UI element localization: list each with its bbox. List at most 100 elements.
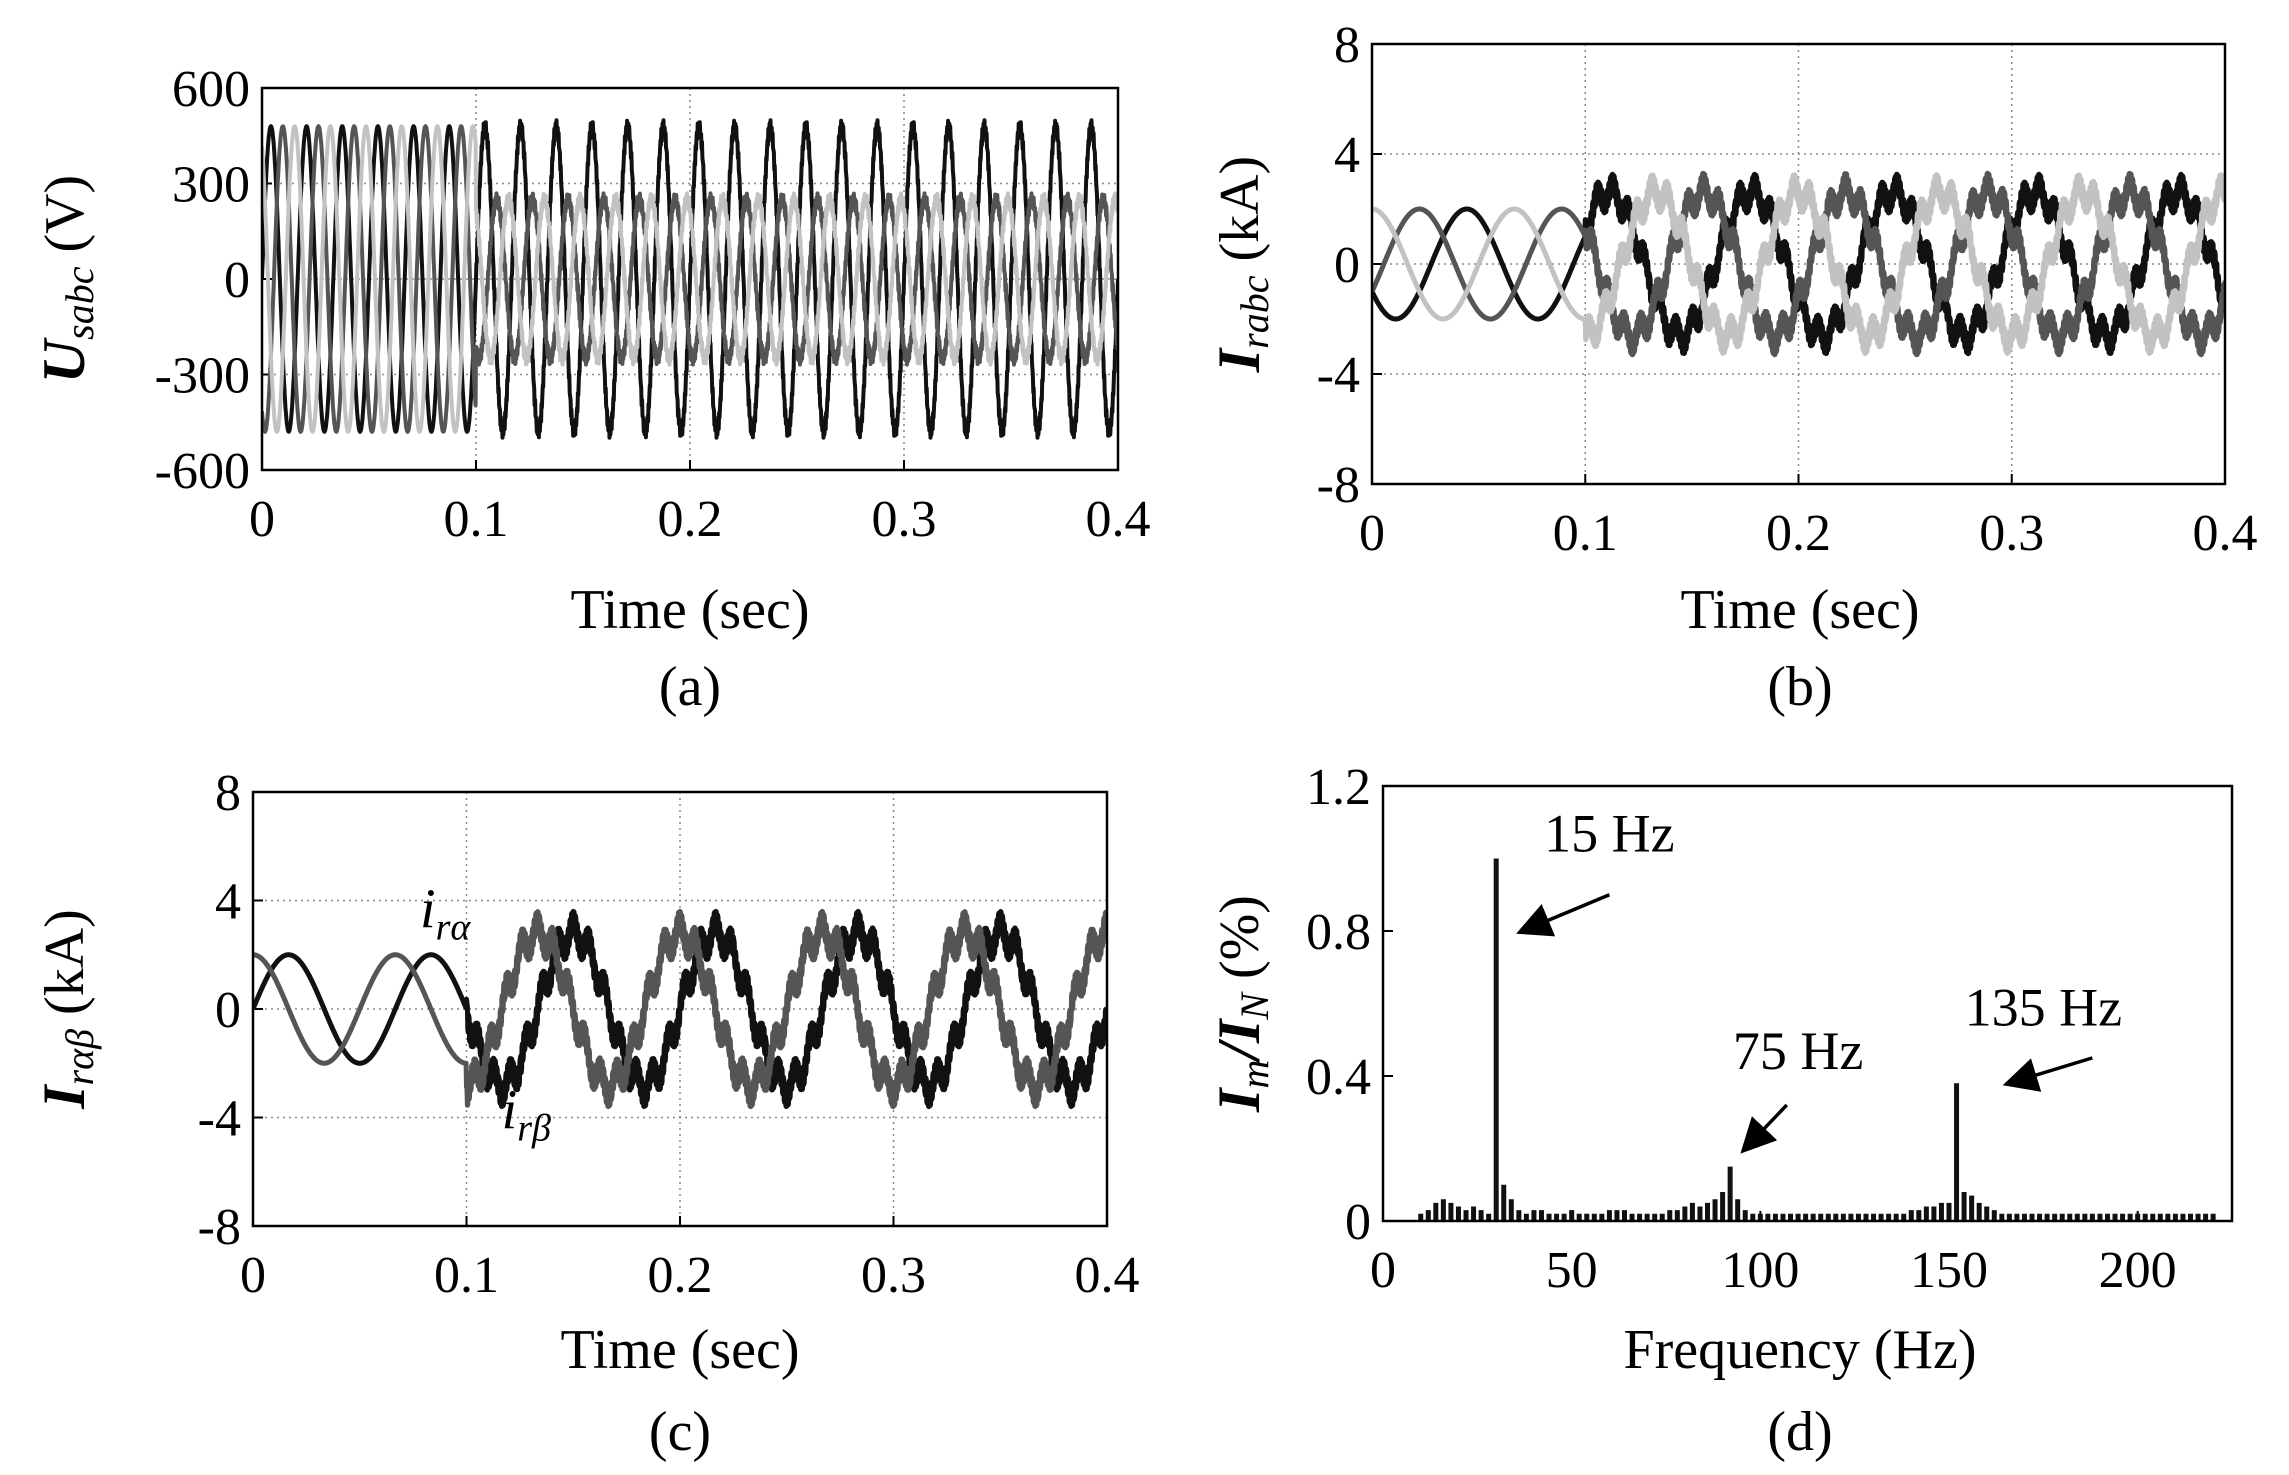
- y-tick-label: 0.8: [1306, 904, 1371, 961]
- spectrum-bar: [1961, 1192, 1967, 1221]
- x-tick-label: 0.4: [1086, 491, 1151, 548]
- spectrum-bar: [1984, 1206, 1990, 1221]
- x-tick-label: 0.2: [648, 1247, 713, 1304]
- y-tick-label: -4: [1317, 347, 1360, 404]
- series-line-phase-a: [262, 118, 1118, 440]
- series-line-2: [1372, 170, 2225, 358]
- panel-b: 0 0.1 0.2 0.3 0.4 8 4 0 -4 -8 Time (sec) (b) Irabc (…: [1206, 17, 2258, 718]
- plot-frame: [251, 790, 1109, 1228]
- spectrum-bar: [1538, 1210, 1544, 1221]
- y-tick-label: -8: [1317, 457, 1360, 514]
- spectrum-bar: [2120, 1213, 2126, 1221]
- spectrum-bar: [1546, 1213, 1552, 1221]
- spectrum-bar: [1780, 1213, 1786, 1221]
- x-tick-label: 0.2: [1766, 505, 1831, 562]
- spectrum-bar: [1938, 1202, 1944, 1221]
- spectrum-bar: [1840, 1213, 1846, 1221]
- y-tick-label: 1.2: [1306, 759, 1371, 816]
- y-axis-label: Irabc (kA): [1206, 156, 1277, 373]
- spectrum-bar: [1735, 1199, 1741, 1221]
- spectrum-bar: [2203, 1213, 2209, 1221]
- x-tick-label: 0.3: [861, 1247, 926, 1304]
- x-axis-label: Time (sec): [560, 1319, 799, 1381]
- spectrum-bar: [1908, 1210, 1914, 1221]
- x-tick-label: 0.3: [872, 491, 937, 548]
- y-tick-label: 8: [1334, 17, 1360, 74]
- spectrum-bar: [2104, 1213, 2110, 1221]
- spectrum-bar: [1674, 1210, 1680, 1221]
- plot-frame: [1370, 42, 2227, 486]
- spectrum-bar: [1765, 1213, 1771, 1221]
- x-tick-label: 0: [249, 491, 275, 548]
- spectrum-bar: [1795, 1213, 1801, 1221]
- spectrum-bar: [1712, 1199, 1718, 1221]
- peak-annotation: 15 Hz: [1544, 803, 1674, 863]
- y-tick-label: 300: [172, 157, 250, 214]
- y-tick-label: 8: [215, 765, 241, 822]
- x-tick-label: 0.3: [1979, 505, 2044, 562]
- y-tick-label: -8: [198, 1199, 241, 1256]
- y-axis-label: Irαβ (kA): [31, 909, 102, 1110]
- x-tick-label: 0: [240, 1247, 266, 1304]
- x-tick-label: 0: [1370, 1242, 1396, 1299]
- spectrum-bar: [2142, 1213, 2148, 1221]
- x-tick-label: 0.2: [658, 491, 723, 548]
- series-line-3: [1372, 172, 2225, 356]
- spectrum-bar: [1689, 1202, 1695, 1221]
- spectrum-bar: [1501, 1184, 1507, 1221]
- spectrum-bar: [1486, 1213, 1492, 1221]
- series-line-phase-b: [262, 124, 1118, 434]
- spectrum-bar: [1652, 1213, 1658, 1221]
- spectrum-bar: [1810, 1213, 1816, 1221]
- peak-annotation: 135 Hz: [1965, 977, 2122, 1037]
- panel-c: 0 0.1 0.2 0.3 0.4 8 4 0 -4 -8 Time (sec) (c) Irαβ (k…: [31, 765, 1140, 1463]
- spectrum-bar: [1757, 1213, 1763, 1221]
- spectrum-bar: [1591, 1213, 1597, 1221]
- spectrum-bar: [1999, 1213, 2005, 1221]
- spectrum-bar: [2006, 1213, 2012, 1221]
- series-line-1: [253, 908, 1107, 1110]
- spectrum-bar: [1561, 1213, 1567, 1221]
- series-line-2: [253, 908, 1107, 1110]
- spectrum-bar: [2127, 1213, 2133, 1221]
- spectrum-bar: [1448, 1202, 1454, 1221]
- x-tick-label: 0.4: [2193, 505, 2258, 562]
- panel-caption: (c): [649, 1401, 711, 1463]
- spectrum-bar: [2052, 1213, 2058, 1221]
- y-tick-label: -4: [198, 1091, 241, 1148]
- spectrum-bar: [1508, 1199, 1514, 1221]
- x-axis-label: Time (sec): [570, 579, 809, 641]
- x-tick-label: 0: [1359, 505, 1385, 562]
- spectrum-bar: [1901, 1213, 1907, 1221]
- spectrum-bar: [1440, 1199, 1446, 1221]
- spectrum-bar: [2157, 1213, 2163, 1221]
- spectrum-bar: [2150, 1213, 2156, 1221]
- y-tick-label: 4: [215, 874, 241, 931]
- spectrum-bar: [2097, 1213, 2103, 1221]
- spectrum-bar: [1705, 1202, 1711, 1221]
- spectrum-bar: [2082, 1213, 2088, 1221]
- spectrum-bar: [1523, 1213, 1529, 1221]
- spectrum-bar: [2165, 1213, 2171, 1221]
- spectrum-bar: [1931, 1206, 1937, 1221]
- spectrum-bar: [1599, 1213, 1605, 1221]
- y-tick-label: -300: [155, 348, 250, 405]
- y-tick-label: 0: [215, 982, 241, 1039]
- series-annotation: irα: [420, 879, 471, 949]
- y-tick-label: 0: [224, 252, 250, 309]
- spectrum-bar: [2029, 1213, 2035, 1221]
- spectrum-bar: [1569, 1210, 1575, 1221]
- spectrum-bar: [1916, 1210, 1922, 1221]
- spectrum-bar: [2187, 1213, 2193, 1221]
- spectrum-bar: [2135, 1213, 2141, 1221]
- spectrum-bar: [1727, 1166, 1733, 1221]
- spectrum-bar: [1697, 1206, 1703, 1221]
- spectrum-bar: [1667, 1210, 1673, 1221]
- spectrum-bar: [2195, 1213, 2201, 1221]
- spectrum-bar: [1818, 1213, 1824, 1221]
- spectrum-bar: [1463, 1210, 1469, 1221]
- x-tick-label: 50: [1546, 1242, 1598, 1299]
- spectrum-bar: [1803, 1213, 1809, 1221]
- y-tick-label: 4: [1334, 127, 1360, 184]
- y-tick-label: -600: [155, 443, 250, 500]
